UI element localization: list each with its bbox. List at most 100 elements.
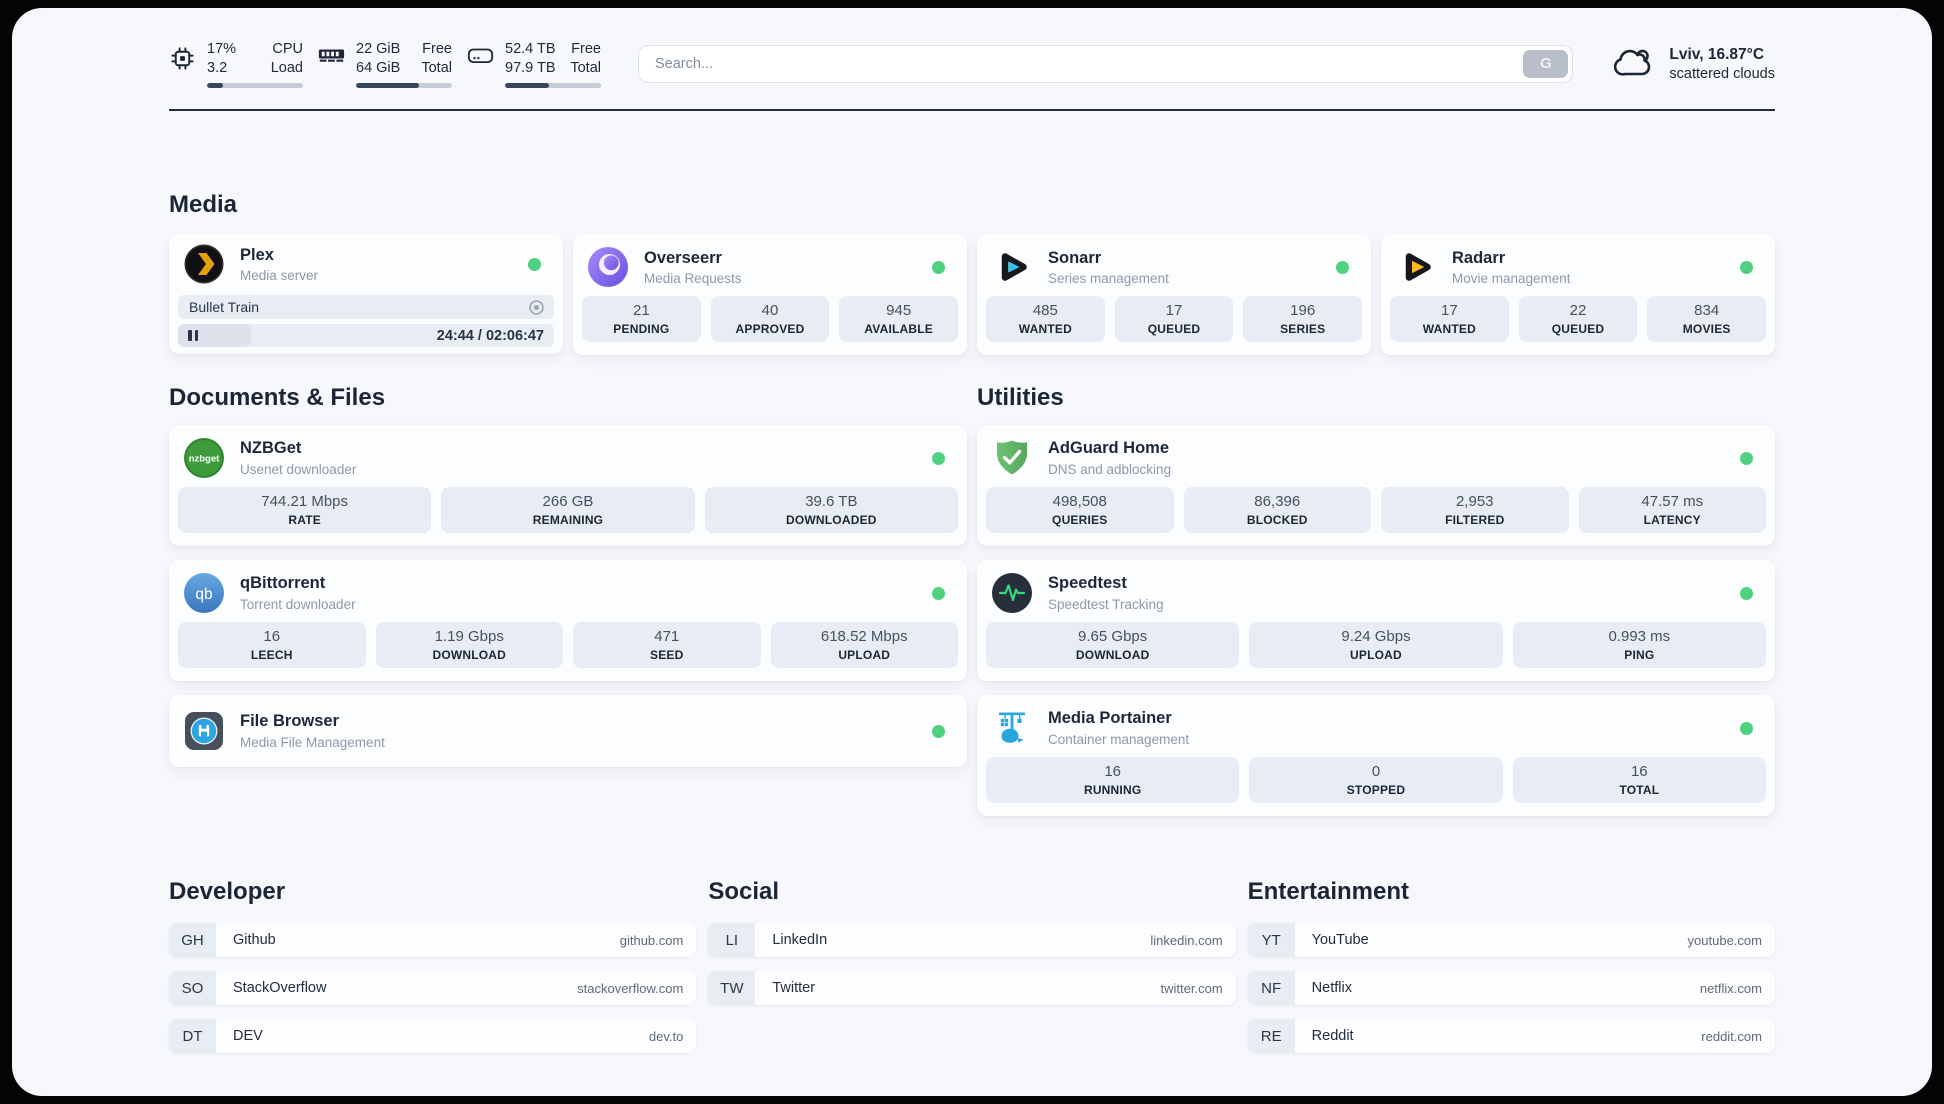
link-name: LinkedIn — [772, 932, 828, 949]
stat-box: 266 GB REMAINING — [441, 487, 695, 534]
app-card-qbittorrent[interactable]: qb qBittorrent Torrent downloader — [169, 560, 967, 682]
app-description: Container management — [1048, 732, 1190, 748]
stat-label: LEECH — [250, 648, 293, 663]
plex-icon — [184, 244, 224, 284]
app-name: NZBGet — [240, 439, 302, 458]
memory-progress-fill — [356, 82, 420, 88]
nzbget-header: nzbget NZBGet Usenet downloader — [178, 438, 958, 479]
link-abbr-badge: RE — [1247, 1019, 1295, 1054]
stat-box: 945 AVAILABLE — [839, 296, 959, 343]
stat-box: 498,508 QUERIES — [986, 487, 1174, 534]
link-row-youtube[interactable]: YT YouTube youtube.com — [1247, 923, 1775, 958]
stat-value: 618.52 Mbps — [820, 628, 908, 646]
stat-box: 196 SERIES — [1243, 296, 1363, 343]
link-abbr-badge: SO — [169, 971, 216, 1006]
top-bar: 17% 3.2 CPU Load — [169, 8, 1775, 88]
ram-icon — [318, 45, 345, 72]
stat-label: UPLOAD — [838, 648, 891, 663]
filebrowser-header: File Browser Media File Management — [178, 711, 958, 751]
search-input[interactable] — [638, 44, 1574, 83]
stat-boxes: 485 WANTED 17 QUEUED 196 SERIES — [986, 296, 1363, 343]
documents-column: Documents & Files nzbget — [169, 384, 967, 816]
link-row-reddit[interactable]: RE Reddit reddit.com — [1247, 1019, 1775, 1054]
link-abbr-badge: GH — [169, 923, 216, 958]
stat-box: 16 LEECH — [178, 622, 366, 669]
pause-icon[interactable] — [188, 330, 198, 342]
app-card-portainer[interactable]: Media Portainer Container management 16 … — [977, 695, 1775, 817]
section-title-developer: Developer — [169, 878, 286, 906]
stat-box: 485 WANTED — [986, 296, 1105, 343]
stat-label: WANTED — [1422, 322, 1476, 337]
weather-condition: scattered clouds — [1669, 65, 1775, 82]
playback-progress-fill — [178, 324, 252, 348]
link-row-github[interactable]: GH Github github.com — [169, 923, 697, 958]
search-engine-button[interactable]: G — [1523, 49, 1569, 78]
storage-progress-bar — [505, 82, 601, 88]
stat-box: 22 QUEUED — [1518, 296, 1638, 343]
radarr-icon — [1396, 247, 1436, 287]
stat-value: 498,508 — [1052, 493, 1107, 511]
app-card-plex[interactable]: Plex Media server Bullet Train — [169, 234, 563, 355]
stat-value: 16 — [263, 628, 281, 646]
svg-text:qb: qb — [195, 586, 212, 603]
link-url: github.com — [619, 932, 684, 948]
playback-progress-row: 24:44 / 02:06:47 — [178, 324, 554, 348]
stat-box: 744.21 Mbps RATE — [178, 487, 432, 534]
stat-boxes: 16 LEECH 1.19 Gbps DOWNLOAD 471 SEED — [178, 622, 958, 669]
status-dot-online — [1740, 260, 1753, 274]
app-card-adguard[interactable]: AdGuard Home DNS and adblocking 498,508 … — [977, 425, 1775, 547]
stat-label: SEED — [650, 648, 684, 663]
memory-progress-bar — [356, 82, 452, 88]
memory-free-label: Free — [422, 41, 452, 57]
memory-free-value: 22 GiB — [356, 41, 401, 57]
playback-time: 24:44 / 02:06:47 — [436, 327, 544, 344]
app-card-sonarr[interactable]: Sonarr Series management 485 WANTED 17 Q… — [977, 234, 1371, 356]
overseerr-header: Overseerr Media Requests — [582, 247, 958, 288]
app-name: Sonarr — [1048, 248, 1102, 267]
status-dot-online — [1740, 451, 1753, 465]
link-row-netflix[interactable]: NF Netflix netflix.com — [1247, 971, 1775, 1006]
link-abbr-badge: NF — [1247, 971, 1295, 1006]
app-description: Media server — [240, 268, 319, 284]
stat-box: 0.993 ms PING — [1512, 622, 1766, 669]
link-url: dev.to — [648, 1028, 684, 1044]
app-name: qBittorrent — [240, 574, 326, 593]
app-card-radarr[interactable]: Radarr Movie management 17 WANTED 22 QUE… — [1381, 234, 1775, 356]
stat-label: PENDING — [613, 322, 670, 337]
status-dot-online — [932, 586, 945, 600]
link-abbr-badge: DT — [169, 1019, 216, 1054]
stat-value: 0.993 ms — [1608, 628, 1671, 646]
stat-box: 618.52 Mbps UPLOAD — [770, 622, 958, 669]
app-card-speedtest[interactable]: Speedtest Speedtest Tracking 9.65 Gbps D… — [977, 560, 1775, 682]
qbittorrent-icon: qb — [184, 573, 224, 614]
link-row-linkedin[interactable]: LI LinkedIn linkedin.com — [708, 923, 1236, 958]
overseerr-icon — [588, 247, 628, 288]
status-dot-online — [1740, 721, 1753, 735]
stat-value: 834 — [1694, 302, 1720, 320]
app-card-nzbget[interactable]: nzbget NZBGet Usenet downloader 74 — [169, 425, 967, 547]
app-name: Media Portainer — [1048, 709, 1172, 728]
stat-box: 17 QUEUED — [1114, 296, 1234, 343]
stat-label: BLOCKED — [1246, 513, 1308, 528]
status-dot-online — [1740, 586, 1753, 600]
session-record-icon — [528, 299, 545, 316]
app-card-filebrowser[interactable]: File Browser Media File Management — [169, 695, 967, 768]
sonarr-icon — [992, 247, 1032, 287]
link-row-twitter[interactable]: TW Twitter twitter.com — [708, 971, 1236, 1006]
stat-label: REMAINING — [532, 513, 604, 528]
link-row-dev[interactable]: DT DEV dev.to — [169, 1019, 697, 1054]
filebrowser-icon — [184, 711, 224, 751]
stat-value: 2,953 — [1455, 493, 1494, 511]
stat-box: 16 TOTAL — [1512, 757, 1766, 804]
stat-value: 485 — [1032, 302, 1058, 320]
link-name: Github — [233, 932, 276, 949]
link-url: twitter.com — [1160, 980, 1223, 996]
app-description: Torrent downloader — [240, 597, 356, 613]
search-bar: G — [638, 44, 1574, 83]
dashboard-page: 17% 3.2 CPU Load — [12, 8, 1932, 1096]
status-dot-online — [1336, 260, 1349, 274]
portainer-header: Media Portainer Container management — [986, 708, 1766, 748]
stat-boxes: 17 WANTED 22 QUEUED 834 MOVIES — [1390, 296, 1767, 343]
app-card-overseerr[interactable]: Overseerr Media Requests 21 PENDING 40 A… — [573, 234, 967, 356]
link-row-stackoverflow[interactable]: SO StackOverflow stackoverflow.com — [169, 971, 697, 1006]
